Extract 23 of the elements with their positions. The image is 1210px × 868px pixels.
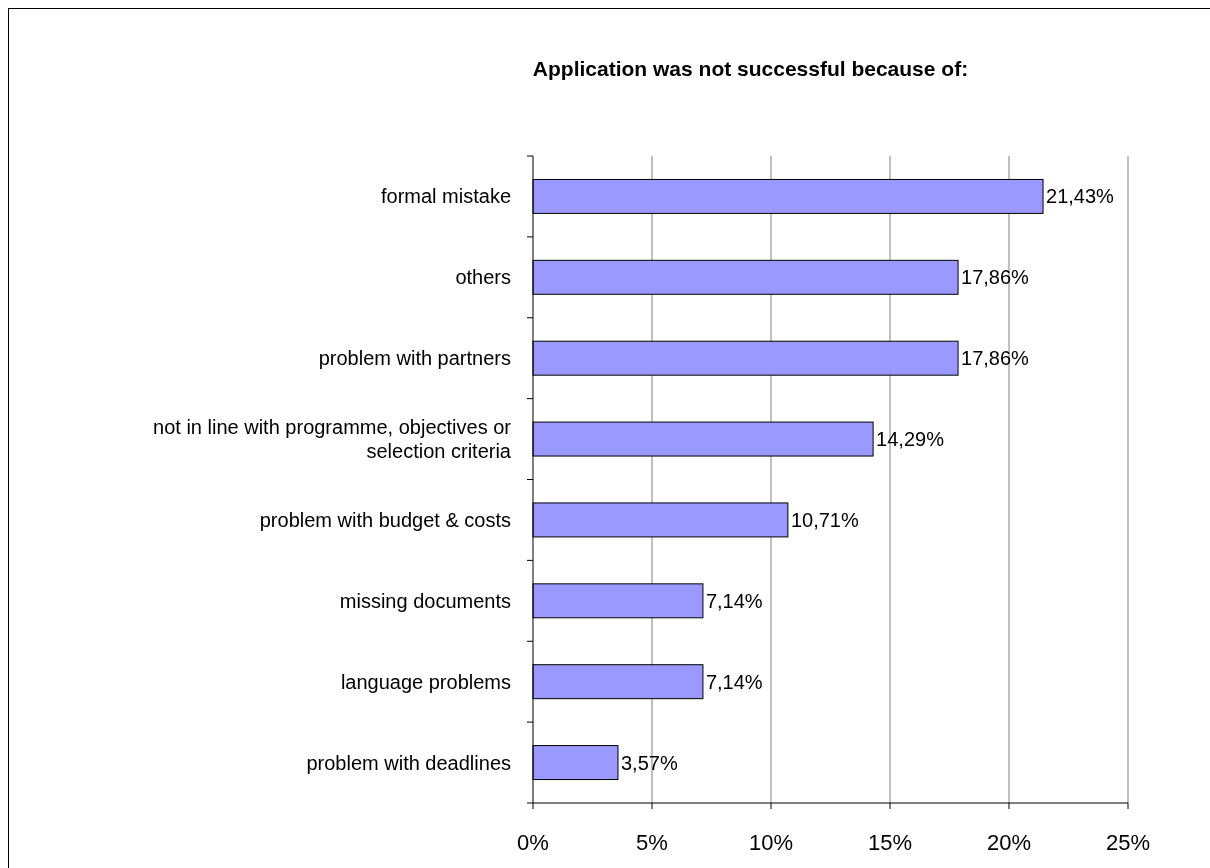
y-tick-label: language problems [340, 670, 511, 693]
data-label: 7,14% [705, 670, 763, 693]
data-label: 3,57% [620, 751, 678, 774]
data-label: 17,86% [961, 347, 1030, 370]
data-label: 17,86% [961, 266, 1030, 289]
data-label: 10,71% [790, 508, 859, 531]
x-tick-label: 5% [636, 830, 668, 855]
y-tick-label: problem with budget & costs [259, 508, 511, 531]
y-tick-label: problem with partners [318, 347, 511, 370]
x-tick-label: 15% [867, 830, 913, 855]
data-label: 7,14% [705, 589, 763, 612]
x-tick-label: 20% [986, 830, 1032, 855]
x-tick-label: 0% [517, 830, 549, 855]
y-tick-label: others [455, 266, 511, 289]
data-label: 14,29% [876, 428, 945, 451]
data-label: 21,43% [1046, 185, 1115, 208]
y-tick-label: missing documents [339, 589, 511, 612]
y-tick-label: problem with deadlines [306, 751, 511, 774]
chart-title: Application was not successful because of: [532, 57, 969, 80]
y-tick-label: not in line with programme, objectives or selection criteria [153, 416, 512, 463]
x-tick-label: 25% [1105, 830, 1151, 855]
y-tick-label: formal mistake [380, 185, 511, 208]
x-tick-label: 10% [748, 830, 794, 855]
